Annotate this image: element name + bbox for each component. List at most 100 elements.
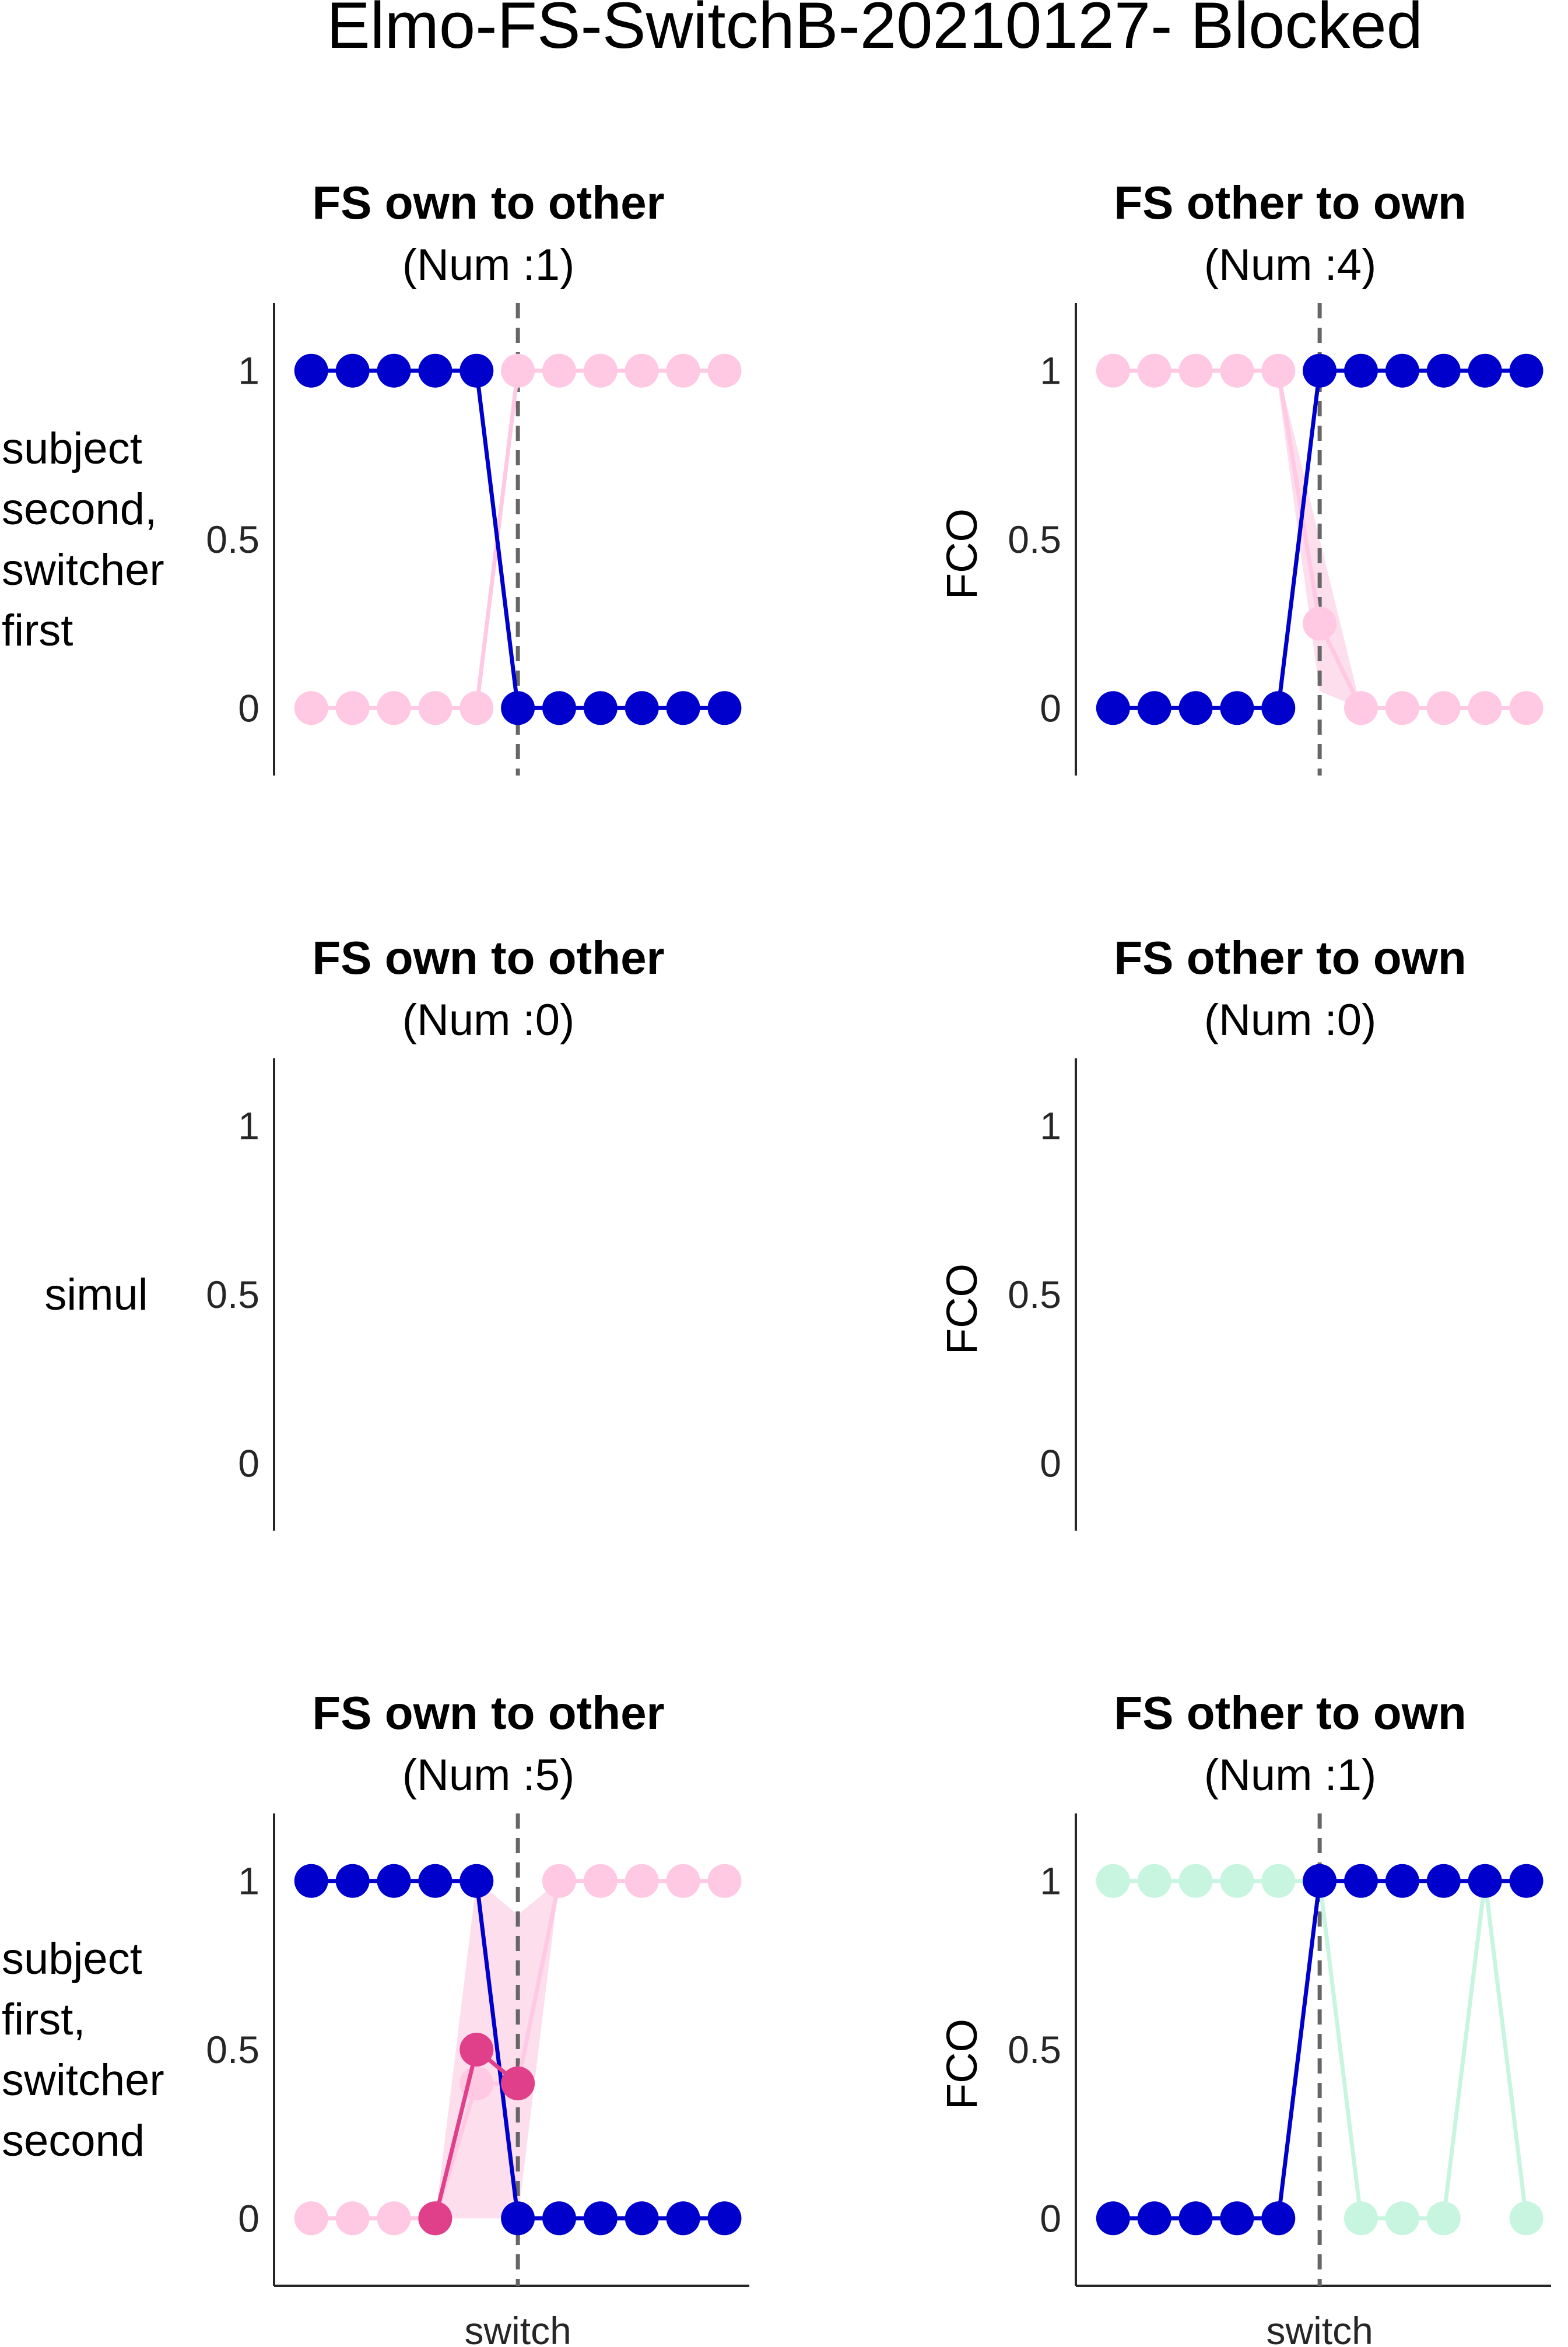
series-1-point [1509, 1864, 1544, 1898]
series-1-point [459, 353, 494, 388]
y-axis-label: FCO [938, 1264, 986, 1355]
series-1-point [1096, 691, 1130, 725]
series-1-point [1303, 1864, 1337, 1898]
series-1-point [1096, 2201, 1130, 2236]
series-2-point [1509, 2201, 1544, 2236]
y-tick-label: 0 [238, 686, 259, 729]
series-1-point [377, 353, 411, 388]
series-2-point [1137, 353, 1171, 388]
row-label-line: second, [2, 485, 157, 534]
panel-subtitle: (Num :1) [1204, 1750, 1377, 1800]
panel-title: FS own to other [312, 177, 664, 229]
series-2-point [1261, 1864, 1296, 1898]
y-tick-label: 0.5 [206, 1273, 259, 1316]
panel-subtitle: (Num :5) [402, 1750, 575, 1800]
series-2-point [625, 353, 659, 388]
series-2-point [294, 691, 328, 725]
y-tick-label: 1 [1040, 1860, 1061, 1903]
series-2-point [459, 691, 494, 725]
series-2-point [542, 353, 576, 388]
series-1-point [1220, 691, 1254, 725]
panel-subtitle: (Num :1) [402, 240, 575, 290]
y-tick-label: 1 [1040, 1104, 1061, 1148]
panel-title: FS other to own [1114, 1687, 1466, 1739]
panels: FS own to other (Num :1) 0 0.5 1 subject secon… [2, 177, 1551, 2347]
series-1-point [1344, 1864, 1378, 1898]
panel-subtitle: (Num :0) [402, 995, 575, 1045]
series-2-point [1468, 691, 1502, 725]
series-1-point [1220, 2201, 1254, 2236]
y-tick-label: 0.5 [1008, 1273, 1061, 1316]
series-2-point [1426, 691, 1461, 725]
y-tick-label: 0.5 [206, 2028, 259, 2071]
series-2-point [377, 691, 411, 725]
series-3-point [459, 2033, 494, 2067]
panel-5: FS own to other (Num :5) switch 0 0.5 1 subjec… [2, 1687, 749, 2347]
series-2-point [1178, 353, 1213, 388]
series-2-point [583, 353, 618, 388]
series-2-point [377, 2201, 411, 2236]
series-2-point [335, 2201, 370, 2236]
panel-2: FS other to own (Num :4) 0 0.5 1 FCO [938, 177, 1544, 776]
series-2-point [1385, 2201, 1419, 2236]
panel-subtitle: (Num :4) [1204, 240, 1377, 290]
series-2-point [501, 353, 535, 388]
series-1-point [542, 2201, 576, 2236]
y-axis-label: FCO [938, 2019, 986, 2110]
series-2-point [542, 1864, 576, 1898]
y-tick-label: 1 [238, 1104, 259, 1148]
series-1-point [1344, 353, 1378, 388]
row-label-line: first, [2, 1995, 86, 2044]
series-1-point [1426, 1864, 1461, 1898]
series-2-point [294, 2201, 328, 2236]
row-label-line: simul [44, 1270, 148, 1320]
series-2-point [1509, 691, 1544, 725]
series-1-point [501, 2201, 535, 2236]
series-2-band [1278, 370, 1361, 708]
panel-4: FS other to own (Num :0) 0 0.5 1 FCO [938, 932, 1467, 1531]
y-tick-label: 0.5 [206, 518, 259, 561]
series-2-point [1178, 1864, 1213, 1898]
y-axis-label: FCO [938, 508, 986, 599]
panel-3: FS own to other (Num :0) 0 0.5 1 simul [44, 932, 665, 1531]
y-tick-label: 0.5 [1008, 518, 1061, 561]
series-2-point [707, 353, 742, 388]
series-2-point [1385, 691, 1419, 725]
series-1-point [459, 1864, 494, 1898]
series-1-point [1178, 691, 1213, 725]
series-2-point [625, 1864, 659, 1898]
x-axis-label: switch [464, 2309, 571, 2347]
y-tick-label: 0 [1040, 1441, 1061, 1485]
series-2-point [1096, 353, 1130, 388]
series-2-point [666, 1864, 700, 1898]
row-label-line: switcher [2, 545, 164, 595]
series-1-point [1385, 353, 1419, 388]
series-2-point [1303, 606, 1337, 641]
series-1-point [1137, 2201, 1171, 2236]
row-label-line: subject [2, 1934, 142, 1984]
series-2-point [1220, 1864, 1254, 1898]
series-2-point [707, 1864, 742, 1898]
y-tick-label: 1 [238, 1860, 259, 1903]
series-1-point [1137, 691, 1171, 725]
series-1-point [294, 353, 328, 388]
panel-title: FS other to own [1114, 932, 1466, 984]
y-tick-label: 0 [238, 2197, 259, 2240]
series-1-point [707, 2201, 742, 2236]
series-1-point [294, 1864, 328, 1898]
y-tick-label: 0.5 [1008, 2028, 1061, 2071]
series-1-point [335, 1864, 370, 1898]
y-tick-label: 1 [1040, 349, 1061, 392]
series-2-point [418, 691, 452, 725]
series-1-point [1468, 353, 1502, 388]
series-2-point [583, 1864, 618, 1898]
series-2-point [666, 353, 700, 388]
series-3-point [501, 2066, 535, 2100]
row-label-line: second [2, 2116, 145, 2166]
series-2-point [1137, 1864, 1171, 1898]
y-tick-label: 1 [238, 349, 259, 392]
panel-6: FS other to own (Num :1) switch 0 0.5 1 FCO [938, 1687, 1551, 2347]
series-2-point [1344, 691, 1378, 725]
y-tick-label: 0 [1040, 2197, 1061, 2240]
series-2-point [1426, 2201, 1461, 2236]
